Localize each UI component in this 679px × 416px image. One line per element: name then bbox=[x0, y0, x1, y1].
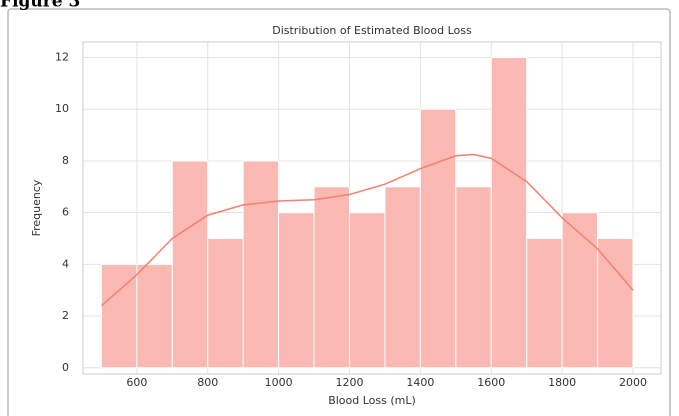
x-axis-label: Blood Loss (mL) bbox=[328, 394, 416, 407]
chart-title: Distribution of Estimated Blood Loss bbox=[272, 24, 472, 37]
bar bbox=[419, 108, 457, 369]
bar bbox=[455, 186, 492, 369]
y-tick-label: 2 bbox=[62, 309, 69, 322]
x-tick-label: 1600 bbox=[477, 376, 505, 389]
y-tick-label: 10 bbox=[55, 102, 69, 115]
bar bbox=[242, 160, 280, 369]
bar bbox=[278, 212, 315, 369]
bar bbox=[348, 212, 386, 369]
plot-frame bbox=[82, 41, 662, 375]
x-tick-label: 2000 bbox=[619, 376, 647, 389]
x-tick-label: 1200 bbox=[335, 376, 363, 389]
bar bbox=[100, 263, 138, 369]
x-tick-label: 1800 bbox=[548, 376, 576, 389]
y-axis-label: Frequency bbox=[30, 179, 43, 236]
bar bbox=[313, 186, 350, 369]
y-tick-label: 6 bbox=[62, 206, 69, 219]
bar bbox=[171, 160, 209, 369]
bar bbox=[561, 212, 599, 369]
bar bbox=[597, 238, 634, 369]
x-tick-label: 1400 bbox=[406, 376, 434, 389]
y-tick-label: 0 bbox=[62, 361, 69, 374]
y-tick-label: 12 bbox=[55, 51, 69, 64]
bar bbox=[207, 238, 244, 369]
x-tick-label: 1000 bbox=[265, 376, 293, 389]
bar bbox=[526, 238, 563, 369]
figure-label: Figure 3 bbox=[0, 0, 80, 12]
x-tick-label: 600 bbox=[126, 376, 147, 389]
y-tick-label: 8 bbox=[62, 154, 69, 167]
kde-line bbox=[100, 153, 634, 307]
bar bbox=[136, 263, 173, 369]
bar bbox=[490, 57, 528, 369]
y-tick-label: 4 bbox=[62, 257, 69, 270]
bar bbox=[384, 186, 421, 369]
x-tick-label: 800 bbox=[197, 376, 218, 389]
